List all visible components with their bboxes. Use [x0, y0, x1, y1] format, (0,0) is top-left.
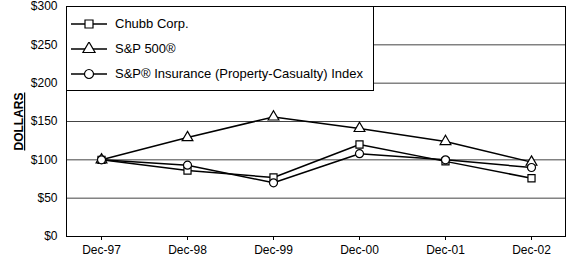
svg-text:Dec-02: Dec-02: [512, 243, 551, 257]
svg-text:Dec-98: Dec-98: [168, 243, 207, 257]
svg-text:$300: $300: [31, 0, 58, 13]
html-text:S&P 500®: S&P 500®: [115, 41, 176, 56]
svg-text:$250: $250: [31, 38, 58, 52]
svg-text:Dec-97: Dec-97: [82, 243, 121, 257]
svg-text:$100: $100: [31, 153, 58, 167]
svg-text:$150: $150: [31, 114, 58, 128]
html-text:S&P® Insurance (Property-Casua: S&P® Insurance (Property-Casualty) Index: [115, 66, 363, 81]
svg-text:$200: $200: [31, 76, 58, 90]
svg-text:Dec-01: Dec-01: [426, 243, 465, 257]
html-text:Chubb Corp.: Chubb Corp.: [115, 16, 189, 31]
svg-text:$0: $0: [44, 229, 58, 243]
svg-text:Dec-00: Dec-00: [340, 243, 379, 257]
svg-text:Dec-99: Dec-99: [254, 243, 293, 257]
svg-text:$50: $50: [37, 191, 57, 205]
svg-text:DOLLARS: DOLLARS: [12, 93, 26, 151]
